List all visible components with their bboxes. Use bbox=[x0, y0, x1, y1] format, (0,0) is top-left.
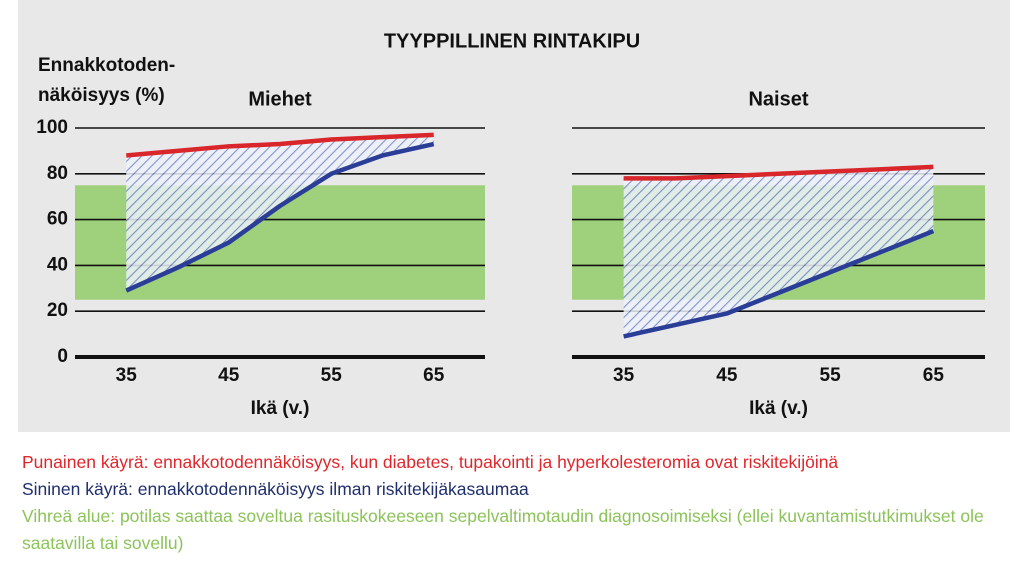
y-tick-label: 80 bbox=[47, 163, 68, 184]
line bbox=[623, 164, 934, 181]
x-tick-label: 65 bbox=[423, 365, 445, 386]
x-tick-label: 55 bbox=[820, 365, 842, 386]
y-tick-label: 40 bbox=[47, 254, 68, 275]
x-tick-label: 65 bbox=[923, 365, 945, 386]
y-axis-label: näköisyys (%) bbox=[38, 85, 165, 106]
hatched-region bbox=[126, 134, 434, 291]
y-axis-label: Ennakkotoden- bbox=[38, 55, 175, 76]
x-tick-label: 35 bbox=[116, 365, 138, 386]
x-axis-label: Ikä (v.) bbox=[251, 398, 310, 419]
y-tick-label: 0 bbox=[57, 346, 68, 367]
y-tick-label: 100 bbox=[36, 117, 68, 138]
panel-title: Naiset bbox=[748, 88, 808, 110]
x-tick-label: 35 bbox=[613, 365, 635, 386]
y-tick-label: 60 bbox=[47, 209, 68, 230]
x-tick-label: 45 bbox=[218, 365, 240, 386]
panel-title: Miehet bbox=[248, 88, 312, 110]
line bbox=[126, 132, 434, 158]
x-axis-label: Ikä (v.) bbox=[749, 398, 808, 419]
chart-title: TYYPPILLINEN RINTAKIPU bbox=[384, 30, 640, 52]
line bbox=[623, 228, 935, 339]
chart: TYYPPILLINEN RINTAKIPU Ennakkotoden- näk… bbox=[18, 0, 1010, 432]
line bbox=[125, 141, 435, 293]
note: Vihreä alue: potilas saattaa soveltua ra… bbox=[22, 506, 984, 553]
x-tick-label: 45 bbox=[716, 365, 738, 386]
notes: Punainen käyrä: ennakkotodennäköisyys, k… bbox=[22, 449, 1017, 557]
hatched-region bbox=[623, 166, 934, 337]
y-tick-label: 20 bbox=[47, 300, 68, 321]
x-tick-label: 55 bbox=[321, 365, 343, 386]
note: Punainen käyrä: ennakkotodennäköisyys, k… bbox=[22, 452, 839, 472]
note: Sininen käyrä: ennakkotodennäköisyys ilm… bbox=[22, 479, 529, 499]
